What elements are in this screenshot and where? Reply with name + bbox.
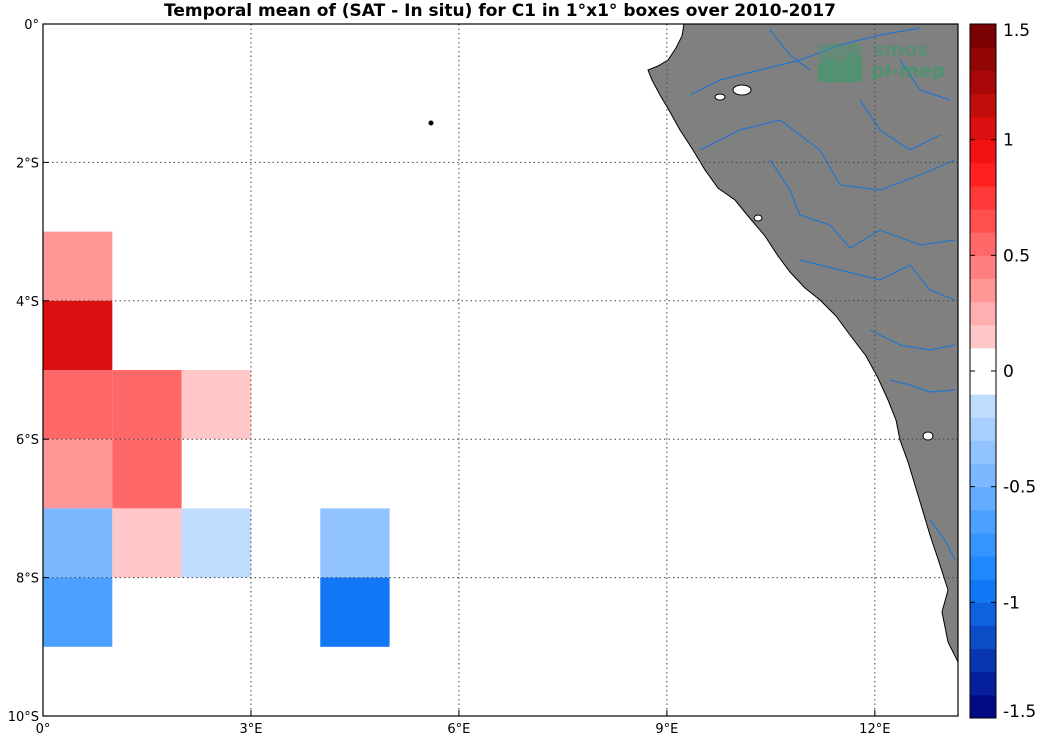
data-cell-9 — [181, 508, 251, 578]
data-cell-4 — [181, 370, 251, 440]
colorbar-segment-5 — [970, 579, 996, 603]
colorbar-segment-24 — [970, 139, 996, 164]
colorbar-segment-2 — [970, 648, 996, 673]
y-tick-label-4: 8°S — [16, 572, 39, 587]
coastal-islands — [428, 84, 934, 441]
colorbar-segment-4 — [970, 602, 996, 626]
data-cell-11 — [320, 508, 390, 578]
data-cell-0 — [43, 231, 113, 301]
colorbar-segment-28 — [970, 47, 996, 71]
smos-pimep-logo: smos pi-mep — [818, 39, 945, 82]
colorbar-segment-20 — [970, 232, 996, 256]
logo-line2: pi-mep — [871, 60, 945, 82]
rivers — [689, 27, 956, 561]
x-tick-label-2: 6°E — [447, 722, 470, 737]
colorbar-segment-19 — [970, 255, 996, 279]
y-tick-label-2: 4°S — [16, 295, 39, 310]
data-cell-3 — [112, 370, 182, 440]
x-tick-label-0: 0° — [36, 722, 51, 737]
data-cell-8 — [112, 508, 182, 578]
colorbar-tick-label-1: 1 — [1003, 131, 1014, 151]
x-tick-label-4: 12°E — [859, 722, 890, 737]
colorbar-segment-9 — [970, 486, 996, 511]
colorbar-segment-11 — [970, 440, 996, 465]
colorbar-segment-0 — [970, 694, 996, 719]
y-tick-label-5: 10°S — [8, 710, 39, 725]
data-cell-10 — [43, 577, 113, 647]
colorbar-segment-27 — [970, 70, 996, 94]
map-plot-area: 0° 3°E 6°E 9°E 12°E 0° 2°S 4°S 6°S 8°S 10°S — [8, 18, 959, 737]
colorbar: 1.5 1 0.5 0 -0.5 -1 -1.5 — [969, 21, 1036, 722]
data-cell-6 — [112, 439, 182, 509]
colorbar-tick-label-4: -0.5 — [1003, 478, 1036, 498]
land-mass — [647, 23, 959, 716]
data-cell-5 — [43, 439, 113, 509]
data-cell-7 — [43, 508, 113, 578]
colorbar-segment-12 — [970, 417, 996, 441]
colorbar-segment-15 — [970, 347, 996, 372]
colorbar-tick-label-3: 0 — [1003, 362, 1014, 382]
chart-title: Temporal mean of (SAT - In situ) for C1 … — [164, 1, 836, 21]
data-cells — [43, 231, 390, 647]
y-tick-label-3: 6°S — [16, 433, 39, 448]
colorbar-segment-10 — [970, 463, 996, 488]
colorbar-tick-label-2: 0.5 — [1003, 246, 1030, 266]
colorbar-segment-16 — [970, 324, 996, 349]
colorbar-segment-6 — [970, 556, 996, 580]
colorbar-segment-1 — [970, 671, 996, 696]
y-tick-label-0: 0° — [24, 18, 39, 33]
colorbar-tick-label-5: -1 — [1003, 593, 1020, 613]
colorbar-segment-21 — [970, 209, 996, 233]
x-tick-label-3: 9°E — [655, 722, 678, 737]
x-tick-label-1: 3°E — [239, 722, 262, 737]
colorbar-segment-23 — [970, 162, 996, 187]
data-cell-12 — [320, 577, 390, 647]
grid-lines — [43, 24, 958, 716]
data-cell-1 — [43, 300, 113, 370]
data-cell-2 — [43, 370, 113, 440]
logo-line1: smos — [873, 39, 928, 61]
colorbar-segment-29 — [970, 24, 996, 48]
colorbar-tick-label-0: 1.5 — [1003, 21, 1030, 41]
y-tick-label-1: 2°S — [16, 156, 39, 171]
colorbar-segment-7 — [970, 532, 996, 557]
colorbar-segment-17 — [970, 301, 996, 326]
axes: 0° 3°E 6°E 9°E 12°E 0° 2°S 4°S 6°S 8°S 10°S — [8, 18, 891, 737]
colorbar-segment-18 — [970, 278, 996, 303]
colorbar-segment-8 — [970, 509, 996, 534]
colorbar-tick-label-6: -1.5 — [1003, 702, 1036, 722]
colorbar-segment-14 — [970, 371, 996, 395]
colorbar-segment-25 — [970, 116, 996, 141]
colorbar-segment-22 — [970, 185, 996, 210]
colorbar-segment-3 — [970, 625, 996, 650]
colorbar-segment-13 — [970, 394, 996, 418]
plot-frame — [42, 23, 959, 717]
colorbar-segment-26 — [970, 93, 996, 118]
